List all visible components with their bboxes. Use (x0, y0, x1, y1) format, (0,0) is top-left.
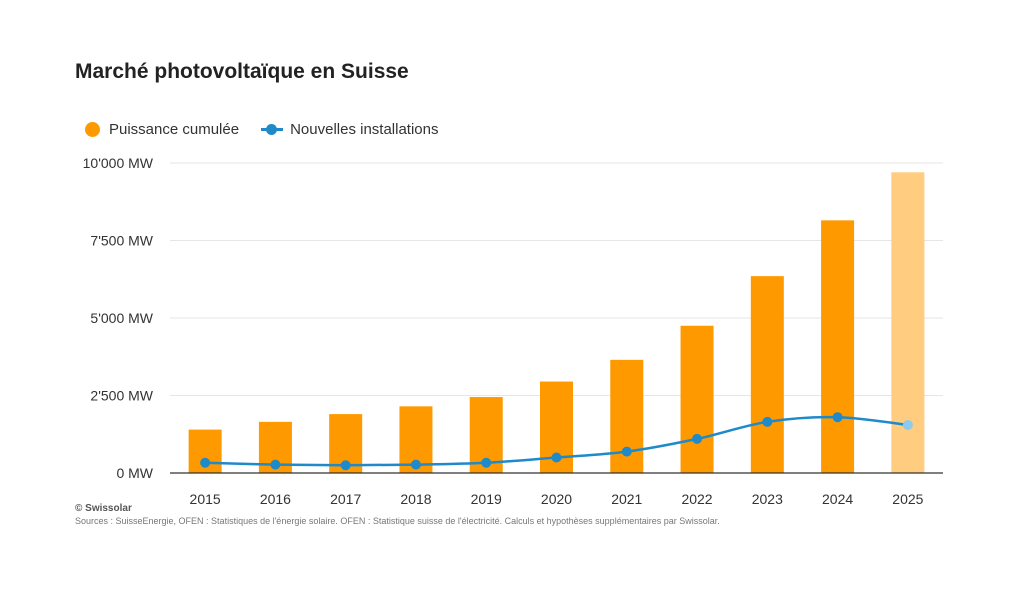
legend: Puissance cumulée Nouvelles installation… (85, 121, 461, 138)
legend-label-puissance: Puissance cumulée (109, 121, 240, 138)
x-tick-label: 2017 (330, 491, 361, 507)
x-tick-label: 2020 (541, 491, 572, 507)
line-point (410, 459, 421, 470)
copyright: © Swissolar (75, 503, 132, 514)
sources-note: Sources : SuisseEnergie, OFEN : Statisti… (75, 516, 720, 526)
x-tick-label: 2025 (892, 491, 923, 507)
legend-item-installations[interactable]: Nouvelles installations (261, 121, 439, 138)
y-tick-label: 7'500 MW (90, 233, 153, 249)
legend-item-puissance[interactable]: Puissance cumulée (85, 121, 239, 138)
x-tick-label: 2019 (471, 491, 502, 507)
bar (821, 220, 855, 473)
x-tick-label: 2015 (190, 491, 221, 507)
y-tick-label: 5'000 MW (90, 310, 153, 326)
x-tick-label: 2018 (400, 491, 431, 507)
legend-label-installations: Nouvelles installations (290, 121, 439, 138)
line-point (832, 412, 843, 423)
line-point (340, 460, 351, 471)
x-tick-label: 2022 (681, 491, 712, 507)
line-point (902, 419, 913, 430)
y-tick-label: 0 MW (116, 465, 153, 481)
x-tick-label: 2021 (611, 491, 642, 507)
line-point (551, 452, 562, 463)
line-point (270, 459, 281, 470)
bar (680, 325, 714, 473)
y-tick-label: 10'000 MW (83, 155, 154, 171)
line-point (481, 457, 492, 468)
line-point (200, 457, 211, 468)
bar (750, 276, 784, 473)
line-point (621, 446, 632, 457)
x-tick-label: 2016 (260, 491, 291, 507)
y-tick-label: 2'500 MW (90, 388, 153, 404)
legend-swatch-bar (85, 122, 100, 137)
line-point (762, 416, 773, 427)
x-tick-label: 2024 (822, 491, 853, 507)
legend-swatch-line (261, 122, 284, 137)
chart-title: Marché photovoltaïque en Suisse (75, 60, 409, 83)
x-tick-label: 2023 (752, 491, 783, 507)
line-point (692, 433, 703, 444)
